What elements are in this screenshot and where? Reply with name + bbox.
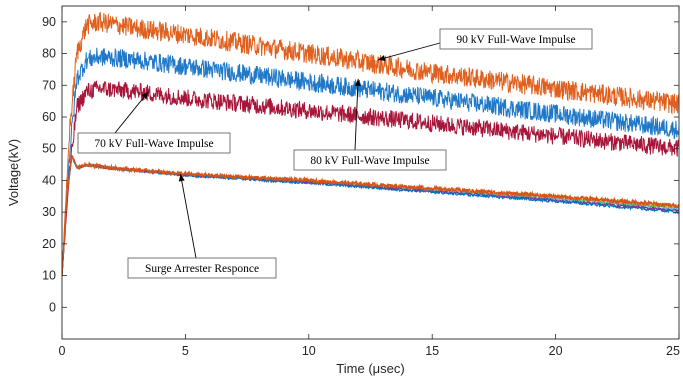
y-tick-label: 30 — [42, 205, 56, 219]
y-tick-label: 40 — [42, 173, 56, 187]
y-tick-label: 90 — [42, 15, 56, 29]
arrow-head — [178, 174, 185, 182]
annotation-box — [439, 28, 593, 50]
y-tick-label: 10 — [42, 269, 56, 283]
series-line-3 — [62, 80, 679, 276]
y-tick-label: 50 — [42, 142, 56, 156]
series-line-2 — [62, 47, 679, 275]
series-line-1 — [62, 11, 679, 278]
annotation-arrow — [354, 78, 359, 151]
x-tick-label: 5 — [182, 344, 189, 358]
annotation-label-80kv: 80 kV Full-Wave Impulse — [310, 155, 429, 167]
y-tick-label: 80 — [42, 47, 56, 61]
arrow-head — [141, 91, 149, 99]
arrow-head — [354, 78, 361, 87]
series-layer — [62, 11, 679, 278]
annotation-box — [77, 132, 231, 154]
x-axis-ticks: 0 5 10 15 20 25 — [59, 6, 680, 358]
annotations-layer: 90 kV Full-Wave Impulse 80 kV Full-Wave … — [77, 28, 593, 279]
y-axis-ticks: 0 10 20 30 40 50 60 70 80 90 — [42, 15, 679, 314]
y-tick-label: 60 — [42, 110, 56, 124]
annotation-90kv: 90 kV Full-Wave Impulse — [377, 28, 593, 61]
arrester-overlay-line-4 — [62, 155, 679, 276]
x-tick-label: 0 — [59, 344, 66, 358]
annotation-70kv: 70 kV Full-Wave Impulse — [77, 91, 231, 154]
annotation-arrow — [377, 42, 441, 61]
x-tick-label: 20 — [549, 344, 563, 358]
annotation-label-70kv: 70 kV Full-Wave Impulse — [94, 138, 213, 150]
y-tick-label: 0 — [49, 300, 56, 314]
x-tick-label: 25 — [666, 344, 680, 358]
annotation-box — [127, 257, 277, 279]
arrester-overlay-line-3 — [62, 155, 679, 275]
x-tick-label: 15 — [425, 344, 439, 358]
annotation-label-arrester: Surge Arrester Responce — [145, 263, 259, 275]
y-tick-label: 70 — [42, 78, 56, 92]
annotation-box — [293, 149, 447, 171]
series-line-4 — [62, 155, 679, 276]
arrester-overlay-line-5 — [62, 155, 679, 276]
arrester-overlay-line-1 — [62, 154, 679, 276]
annotation-80kv: 80 kV Full-Wave Impulse — [293, 78, 447, 171]
annotation-label-90kv: 90 kV Full-Wave Impulse — [456, 34, 575, 46]
annotation-arrow — [180, 174, 197, 259]
annotation-arrester: Surge Arrester Responce — [127, 174, 277, 279]
y-axis-label: Voltage(kV) — [6, 139, 21, 206]
y-tick-label: 20 — [42, 237, 56, 251]
x-tick-label: 10 — [302, 344, 316, 358]
axes-frame — [61, 5, 680, 340]
arrow-head — [377, 55, 386, 61]
annotation-arrow — [114, 91, 149, 134]
x-axis-label: Time (μsec) — [336, 361, 404, 376]
